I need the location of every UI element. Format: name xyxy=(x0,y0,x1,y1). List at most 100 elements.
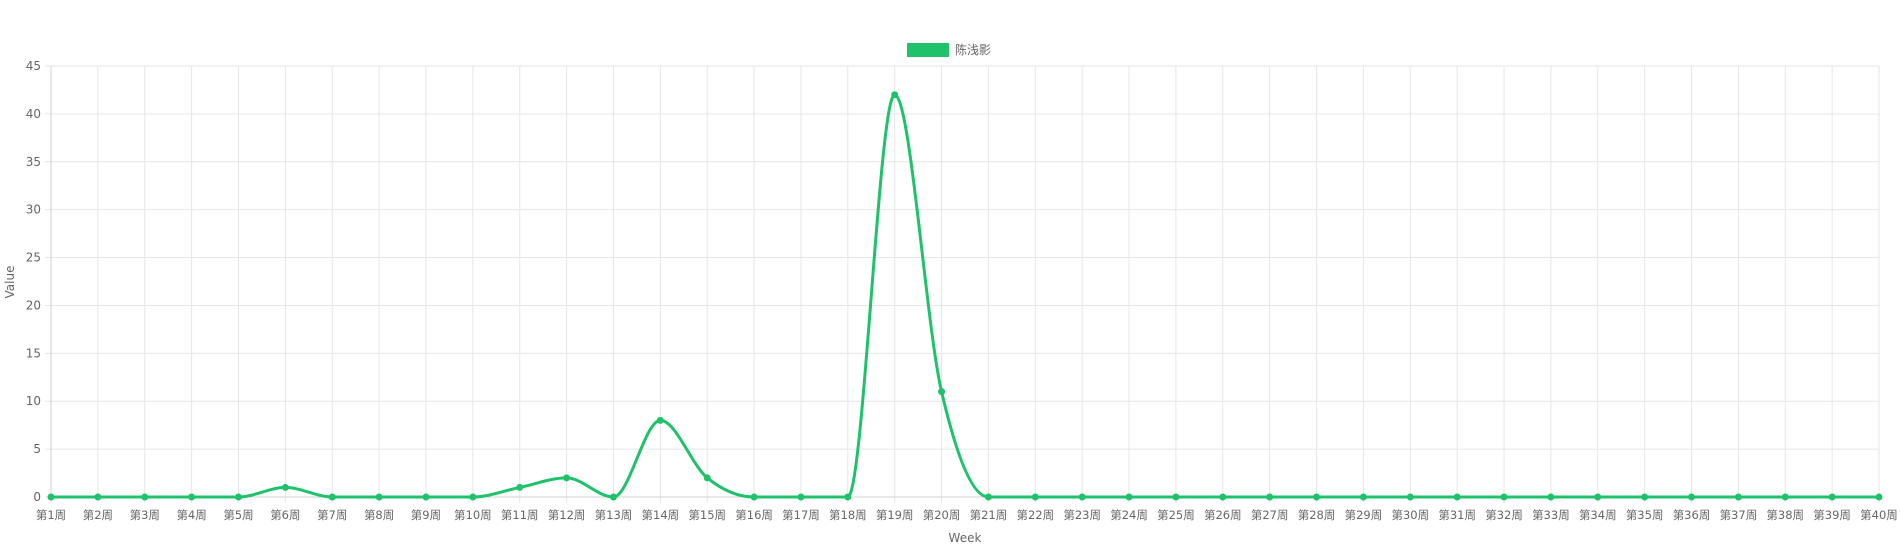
x-tick-label: 第32周 xyxy=(1485,508,1523,522)
data-point[interactable] xyxy=(563,474,571,482)
x-tick-label: 第16周 xyxy=(735,508,773,522)
y-tick-label: 30 xyxy=(26,203,41,217)
data-point[interactable] xyxy=(750,493,758,501)
data-point[interactable] xyxy=(797,493,805,501)
data-point[interactable] xyxy=(141,493,149,501)
x-tick-label: 第27周 xyxy=(1251,508,1289,522)
x-tick-label: 第34周 xyxy=(1579,508,1617,522)
y-tick-label: 15 xyxy=(26,346,41,360)
y-tick-label: 0 xyxy=(33,490,41,504)
data-point[interactable] xyxy=(891,91,899,99)
data-point[interactable] xyxy=(1594,493,1602,501)
data-point[interactable] xyxy=(234,493,242,501)
data-point[interactable] xyxy=(1734,493,1742,501)
x-tick-label: 第21周 xyxy=(970,508,1008,522)
x-tick-label: 第1周 xyxy=(36,508,66,522)
data-point[interactable] xyxy=(984,493,992,501)
y-tick-label: 35 xyxy=(26,155,41,169)
y-tick-label: 40 xyxy=(26,107,41,121)
data-point[interactable] xyxy=(609,493,617,501)
x-tick-label: 第5周 xyxy=(223,508,253,522)
y-axis-title: Value xyxy=(3,266,17,299)
data-point[interactable] xyxy=(1219,493,1227,501)
data-point[interactable] xyxy=(1875,493,1883,501)
x-tick-label: 第7周 xyxy=(317,508,347,522)
data-point[interactable] xyxy=(516,483,524,491)
x-tick-label: 第18周 xyxy=(829,508,867,522)
x-tick-label: 第4周 xyxy=(176,508,206,522)
data-point[interactable] xyxy=(1688,493,1696,501)
data-point[interactable] xyxy=(1406,493,1414,501)
x-tick-label: 第17周 xyxy=(782,508,820,522)
data-point[interactable] xyxy=(1453,493,1461,501)
data-point[interactable] xyxy=(328,493,336,501)
data-points xyxy=(47,91,1883,501)
y-tick-label: 45 xyxy=(26,59,41,73)
data-point[interactable] xyxy=(1500,493,1508,501)
x-tick-label: 第28周 xyxy=(1298,508,1336,522)
y-axis-ticks: 0 5 10 15 20 25 30 35 40 45 xyxy=(26,59,41,504)
series-line xyxy=(49,93,1881,499)
x-tick-label: 第33周 xyxy=(1532,508,1570,522)
data-point[interactable] xyxy=(1359,493,1367,501)
x-tick-label: 第14周 xyxy=(642,508,680,522)
data-point[interactable] xyxy=(281,483,289,491)
x-tick-label: 第2周 xyxy=(83,508,113,522)
data-point[interactable] xyxy=(1313,493,1321,501)
data-point[interactable] xyxy=(703,474,711,482)
data-point[interactable] xyxy=(1781,493,1789,501)
x-tick-label: 第23周 xyxy=(1063,508,1101,522)
x-tick-label: 第10周 xyxy=(454,508,492,522)
x-tick-label: 第13周 xyxy=(595,508,633,522)
x-tick-label: 第30周 xyxy=(1391,508,1429,522)
x-tick-label: 第37周 xyxy=(1720,508,1758,522)
series-lines xyxy=(49,93,1881,499)
x-tick-label: 第12周 xyxy=(548,508,586,522)
x-tick-label: 第40周 xyxy=(1860,508,1898,522)
legend-swatch[interactable] xyxy=(907,43,949,57)
x-tick-label: 第26周 xyxy=(1204,508,1242,522)
data-point[interactable] xyxy=(1828,493,1836,501)
legend[interactable]: 陈浅影 xyxy=(907,42,991,57)
data-point[interactable] xyxy=(656,416,664,424)
x-tick-label: 第36周 xyxy=(1673,508,1711,522)
data-point[interactable] xyxy=(1547,493,1555,501)
y-tick-label: 5 xyxy=(33,442,41,456)
data-point[interactable] xyxy=(188,493,196,501)
x-tick-label: 第8周 xyxy=(364,508,394,522)
x-tick-label: 第39周 xyxy=(1813,508,1851,522)
data-point[interactable] xyxy=(1125,493,1133,501)
x-tick-label: 第35周 xyxy=(1626,508,1664,522)
x-axis-ticks: 第1周 第2周 第3周 第4周 第5周 第6周 第7周 第8周 第9周 第10周 第11周 第12周第… xyxy=(36,508,1898,522)
data-point[interactable] xyxy=(1641,493,1649,501)
x-tick-label: 第15周 xyxy=(688,508,726,522)
x-tick-label: 第20周 xyxy=(923,508,961,522)
x-tick-label: 第24周 xyxy=(1110,508,1148,522)
x-tick-label: 第38周 xyxy=(1766,508,1804,522)
x-tick-label: 第19周 xyxy=(876,508,914,522)
y-tick-label: 10 xyxy=(26,394,41,408)
y-tick-label: 25 xyxy=(26,251,41,265)
grid-lines xyxy=(45,65,1880,503)
data-point[interactable] xyxy=(844,493,852,501)
legend-label[interactable]: 陈浅影 xyxy=(955,42,991,57)
x-tick-label: 第22周 xyxy=(1016,508,1054,522)
data-point[interactable] xyxy=(1172,493,1180,501)
data-point[interactable] xyxy=(94,493,102,501)
data-point[interactable] xyxy=(375,493,383,501)
data-point[interactable] xyxy=(1078,493,1086,501)
x-axis-title: Week xyxy=(949,531,982,545)
data-point[interactable] xyxy=(1266,493,1274,501)
x-tick-label: 第31周 xyxy=(1438,508,1476,522)
data-point[interactable] xyxy=(1031,493,1039,501)
data-point[interactable] xyxy=(938,388,946,396)
x-tick-label: 第25周 xyxy=(1157,508,1195,522)
data-point[interactable] xyxy=(422,493,430,501)
y-tick-label: 20 xyxy=(26,298,41,312)
data-point[interactable] xyxy=(469,493,477,501)
data-point[interactable] xyxy=(47,493,55,501)
x-tick-label: 第29周 xyxy=(1345,508,1383,522)
x-tick-label: 第6周 xyxy=(270,508,300,522)
